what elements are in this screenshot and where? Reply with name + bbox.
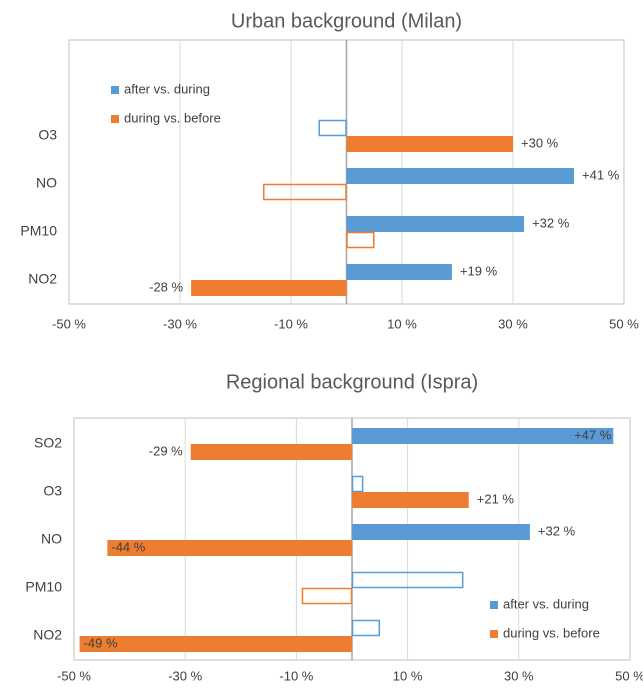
y-tick-label: NO bbox=[36, 175, 57, 191]
x-tick-label: 10 % bbox=[387, 316, 417, 331]
bar bbox=[346, 264, 452, 280]
bar bbox=[79, 636, 352, 652]
data-label: -29 % bbox=[149, 443, 183, 458]
data-label: +19 % bbox=[460, 263, 498, 278]
x-tick-label: 10 % bbox=[393, 668, 423, 683]
x-tick-label: -30 % bbox=[163, 316, 197, 331]
legend-swatch bbox=[490, 630, 498, 638]
legend-label: during vs. before bbox=[124, 110, 221, 125]
y-tick-label: NO2 bbox=[33, 627, 62, 643]
data-label: -44 % bbox=[111, 539, 145, 554]
x-tick-label: 50 % bbox=[615, 668, 643, 683]
bar bbox=[346, 216, 525, 232]
x-tick-label: -10 % bbox=[274, 316, 308, 331]
x-tick-label: -30 % bbox=[168, 668, 202, 683]
bar bbox=[351, 475, 364, 493]
bar bbox=[346, 136, 513, 152]
bar bbox=[318, 119, 347, 137]
y-tick-label: PM10 bbox=[20, 223, 57, 239]
legend-swatch bbox=[490, 601, 498, 609]
bar bbox=[352, 524, 530, 540]
data-label: +30 % bbox=[521, 135, 559, 150]
bar bbox=[346, 231, 375, 249]
legend-label: after vs. during bbox=[124, 81, 210, 96]
legend-swatch bbox=[111, 115, 119, 123]
bar bbox=[107, 540, 352, 556]
bar bbox=[346, 168, 575, 184]
x-tick-label: 30 % bbox=[504, 668, 534, 683]
x-tick-label: -10 % bbox=[279, 668, 313, 683]
data-label: -28 % bbox=[149, 279, 183, 294]
y-tick-label: NO2 bbox=[28, 271, 57, 287]
data-label: +21 % bbox=[477, 491, 515, 506]
y-tick-label: SO2 bbox=[34, 435, 62, 451]
data-label: +41 % bbox=[582, 167, 620, 182]
data-label: -49 % bbox=[84, 635, 118, 650]
legend-label: after vs. during bbox=[503, 596, 589, 611]
y-tick-label: O3 bbox=[43, 483, 62, 499]
y-tick-label: O3 bbox=[38, 127, 57, 143]
bar bbox=[352, 492, 469, 508]
x-tick-label: 50 % bbox=[609, 316, 639, 331]
y-tick-label: PM10 bbox=[25, 579, 62, 595]
chart-title: Regional background (Ispra) bbox=[226, 371, 478, 393]
bar bbox=[352, 428, 614, 444]
x-tick-label: -50 % bbox=[52, 316, 86, 331]
data-label: +32 % bbox=[538, 523, 576, 538]
legend-swatch bbox=[111, 86, 119, 94]
bar bbox=[351, 571, 464, 589]
x-tick-label: -50 % bbox=[57, 668, 91, 683]
bar bbox=[263, 183, 347, 201]
x-tick-label: 30 % bbox=[498, 316, 528, 331]
chart-title: Urban background (Milan) bbox=[231, 10, 462, 32]
bar bbox=[190, 444, 352, 460]
data-label: +47 % bbox=[574, 427, 612, 442]
y-tick-label: NO bbox=[41, 531, 62, 547]
legend-label: during vs. before bbox=[503, 625, 600, 640]
bar bbox=[191, 280, 347, 296]
data-label: +32 % bbox=[532, 215, 570, 230]
bar bbox=[301, 587, 353, 605]
bar bbox=[351, 619, 381, 637]
